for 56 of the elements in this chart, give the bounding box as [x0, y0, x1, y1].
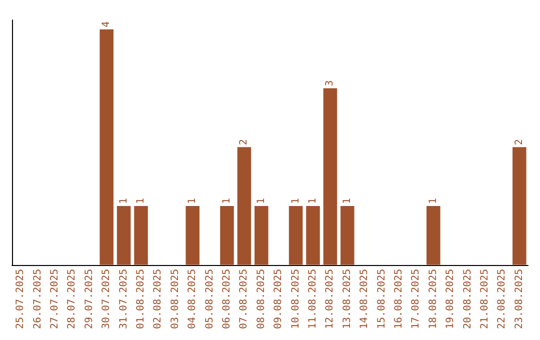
x-tick-label: 10.08.2025	[290, 268, 302, 330]
bar	[512, 147, 526, 265]
bar	[288, 206, 303, 265]
x-tick-label: 26.07.2025	[32, 268, 44, 330]
x-tick-label: 31.07.2025	[118, 268, 130, 330]
x-tick-label: 13.08.2025	[342, 268, 353, 330]
x-tick-label: 06.08.2025	[222, 268, 232, 330]
x-tick-label: 09.08.2025	[273, 268, 284, 330]
x-tick-label: 02.08.2025	[152, 268, 164, 330]
x-tick-label: 21.08.2025	[480, 268, 490, 330]
x-tick-label: 08.08.2025	[256, 268, 267, 330]
data-label: 1	[187, 198, 198, 204]
x-tick-label: 19.08.2025	[445, 268, 456, 330]
x-tick-label: 28.07.2025	[66, 268, 78, 330]
bar	[116, 206, 131, 265]
x-tick-label: 27.07.2025	[50, 268, 60, 330]
data-label: 1	[308, 198, 318, 204]
x-tick-label: 29.07.2025	[84, 268, 95, 330]
data-label: 1	[428, 198, 439, 204]
x-tick-label: 25.07.2025	[15, 268, 26, 330]
bar	[306, 206, 320, 265]
x-tick-label: 23.08.2025	[514, 268, 525, 330]
x-tick-label: 17.08.2025	[410, 268, 422, 330]
data-label: 1	[136, 198, 146, 204]
bar	[254, 206, 268, 265]
bar	[220, 206, 234, 265]
bar	[426, 206, 440, 265]
x-tick-label: 20.08.2025	[462, 268, 474, 330]
bar	[186, 206, 200, 265]
x-tick-label: 04.08.2025	[187, 268, 198, 330]
x-tick-label: 14.08.2025	[359, 268, 370, 330]
data-label: 2	[514, 139, 525, 146]
data-label: 1	[118, 198, 130, 204]
bar	[323, 88, 338, 265]
bar	[100, 29, 114, 265]
bar	[237, 147, 252, 265]
x-tick-label: 15.08.2025	[376, 268, 388, 330]
data-label: 1	[222, 198, 232, 204]
x-tick-label: 16.08.2025	[394, 268, 404, 330]
bar	[134, 206, 148, 265]
x-tick-label: 01.08.2025	[136, 268, 146, 330]
x-tick-label: 03.08.2025	[170, 268, 181, 330]
data-label: 2	[238, 139, 250, 146]
x-tick-label: 07.08.2025	[238, 268, 250, 330]
x-tick-label: 22.08.2025	[496, 268, 508, 330]
bar	[340, 206, 354, 265]
x-tick-label: 18.08.2025	[428, 268, 439, 330]
data-label: 1	[342, 198, 353, 204]
data-label: 3	[324, 80, 336, 86]
data-label: 1	[290, 198, 302, 204]
data-label: 1	[256, 198, 267, 204]
x-tick-label: 11.08.2025	[308, 268, 318, 330]
x-tick-label: 30.07.2025	[101, 268, 112, 330]
x-tick-label: 05.08.2025	[204, 268, 216, 330]
x-tick-label: 12.08.2025	[324, 268, 336, 330]
data-label: 4	[101, 21, 112, 28]
